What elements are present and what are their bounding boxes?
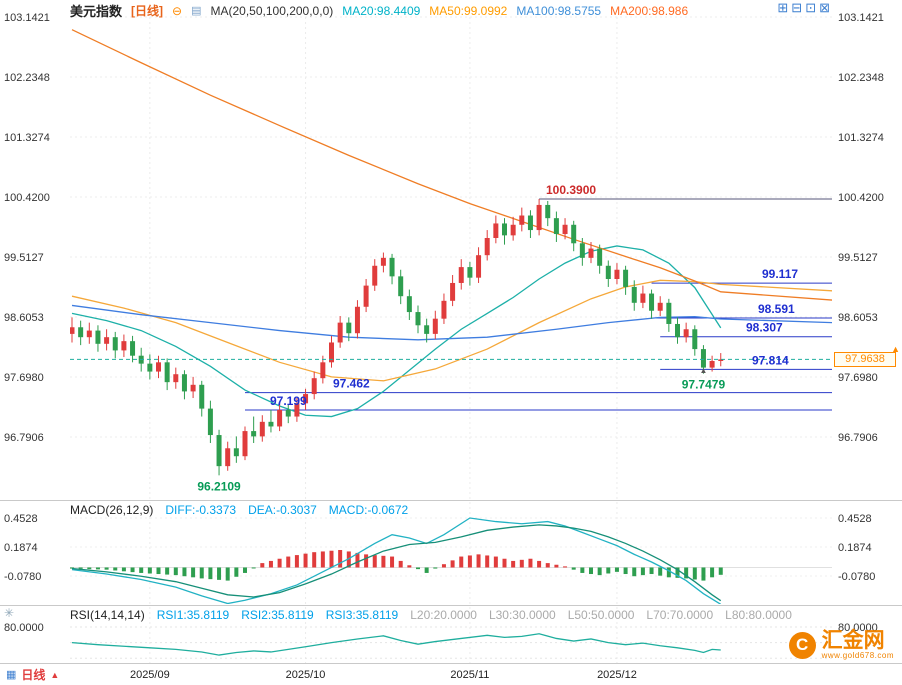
svg-text:0.4528: 0.4528 xyxy=(838,513,872,525)
svg-text:98.307: 98.307 xyxy=(746,321,783,335)
rsi1-value: RSI1:35.8119 xyxy=(156,608,230,622)
svg-text:0.4528: 0.4528 xyxy=(4,513,38,525)
svg-text:97.7479: 97.7479 xyxy=(682,378,726,392)
rsi2-value: RSI2:35.8119 xyxy=(241,608,314,622)
chevron-up-icon[interactable]: ▲ xyxy=(50,669,60,680)
svg-text:80.0000: 80.0000 xyxy=(4,622,44,634)
zoom-out-icon[interactable]: ⊟ xyxy=(791,0,803,15)
tab-daily[interactable]: 日线 xyxy=(21,668,46,682)
svg-text:102.2348: 102.2348 xyxy=(4,72,50,84)
macd-plot xyxy=(70,517,723,604)
ma50-value: MA50:99.0992 xyxy=(429,3,508,18)
rsi-l30-label: L30:30.0000 xyxy=(488,608,556,622)
svg-text:2025/12: 2025/12 xyxy=(597,669,637,681)
svg-text:101.3274: 101.3274 xyxy=(4,132,50,144)
rsi-header: RSI(14,14,14) RSI1:35.8119 RSI2:35.8119 … xyxy=(70,608,792,622)
rsi-title[interactable]: RSI(14,14,14) xyxy=(70,608,145,622)
rsi-l70-label: L70:70.0000 xyxy=(646,608,714,622)
macd-dea-value: DEA:-0.3037 xyxy=(248,503,317,517)
svg-text:0.1874: 0.1874 xyxy=(4,542,38,554)
svg-text:101.3274: 101.3274 xyxy=(838,132,884,144)
ma20-value: MA20:98.4409 xyxy=(342,3,421,18)
ma-settings-label[interactable]: MA(20,50,100,200,0,0) xyxy=(210,3,334,18)
fullscreen-icon[interactable]: ⊠ xyxy=(819,0,830,15)
svg-text:97.6980: 97.6980 xyxy=(838,372,878,384)
svg-text:97.462: 97.462 xyxy=(333,377,370,391)
indicator-settings-icon[interactable]: ✳ xyxy=(4,606,15,620)
ma100-value: MA100:98.5755 xyxy=(516,3,602,18)
svg-text:-0.0780: -0.0780 xyxy=(838,571,875,583)
macd-value: MACD:-0.0672 xyxy=(328,503,409,517)
ma200-value: MA200:98.986 xyxy=(610,3,689,18)
brand-name: 汇金网 xyxy=(821,629,885,652)
chart-type-icon[interactable]: ▦ xyxy=(6,669,17,681)
adjust-icon[interactable]: ⊖ xyxy=(172,3,183,18)
svg-text:99.5127: 99.5127 xyxy=(838,252,878,264)
svg-text:100.3900: 100.3900 xyxy=(546,183,596,197)
svg-text:0.1874: 0.1874 xyxy=(838,542,872,554)
macd-header: MACD(26,12,9) DIFF:-0.3373 DEA:-0.3037 M… xyxy=(70,503,408,517)
svg-text:96.2109: 96.2109 xyxy=(197,479,241,493)
watermark: C 汇金网 www.gold678.com xyxy=(788,629,894,660)
svg-text:97.814: 97.814 xyxy=(752,353,789,367)
period-selector[interactable]: [日线] xyxy=(131,4,164,18)
rsi-l50-label: L50:50.0000 xyxy=(567,608,635,622)
rsi-l20-label: L20:20.0000 xyxy=(410,608,477,622)
svg-text:98.591: 98.591 xyxy=(758,302,795,316)
svg-text:96.7906: 96.7906 xyxy=(4,432,44,444)
svg-text:99.5127: 99.5127 xyxy=(4,252,44,264)
svg-text:-0.0780: -0.0780 xyxy=(4,571,41,583)
chart-toolbar: ⊞ ⊟ ⊡ ⊠ xyxy=(777,1,830,15)
svg-text:98.6053: 98.6053 xyxy=(838,312,878,324)
svg-text:98.6053: 98.6053 xyxy=(4,312,44,324)
price-arrow-icon: ▲ xyxy=(891,344,900,354)
chart-header: 美元指数 [日线] ⊖ ▤ MA(20,50,100,200,0,0) MA20… xyxy=(0,2,902,20)
brand-url: www.gold678.com xyxy=(821,651,894,660)
svg-text:▲: ▲ xyxy=(699,366,707,375)
rsi-l80-label: L80:80.0000 xyxy=(725,608,792,622)
candlestick-series xyxy=(70,198,724,476)
indicator-icon[interactable]: ▤ xyxy=(191,5,202,17)
svg-text:2025/10: 2025/10 xyxy=(286,669,326,681)
svg-text:103.1421: 103.1421 xyxy=(4,12,50,24)
svg-text:99.117: 99.117 xyxy=(762,267,798,281)
svg-text:97.6980: 97.6980 xyxy=(4,372,44,384)
rsi-plot xyxy=(71,633,721,656)
svg-text:2025/09: 2025/09 xyxy=(130,669,170,681)
svg-text:100.4200: 100.4200 xyxy=(4,192,50,204)
svg-text:96.7906: 96.7906 xyxy=(838,432,878,444)
gridlines xyxy=(70,16,832,663)
zoom-in-icon[interactable]: ⊞ xyxy=(777,0,789,15)
rsi3-value: RSI3:35.8119 xyxy=(325,608,399,622)
ma-lines xyxy=(71,29,832,418)
current-price-box: 97.9638 xyxy=(834,352,896,367)
symbol-name: 美元指数 xyxy=(70,4,123,19)
svg-text:103.1421: 103.1421 xyxy=(838,12,884,24)
brand-logo-icon: C xyxy=(788,631,816,659)
svg-text:100.4200: 100.4200 xyxy=(838,192,884,204)
svg-text:2025/11: 2025/11 xyxy=(450,669,489,681)
macd-title[interactable]: MACD(26,12,9) xyxy=(70,503,154,517)
level-lines xyxy=(245,198,832,411)
svg-text:80.0000: 80.0000 xyxy=(838,622,878,634)
svg-text:102.2348: 102.2348 xyxy=(838,72,884,84)
svg-text:97.199: 97.199 xyxy=(270,394,307,408)
macd-diff-value: DIFF:-0.3373 xyxy=(165,503,237,517)
bottom-bar: ▦ 日线 ▲ xyxy=(0,664,902,685)
split-panel-icon[interactable]: ⊡ xyxy=(805,0,817,15)
